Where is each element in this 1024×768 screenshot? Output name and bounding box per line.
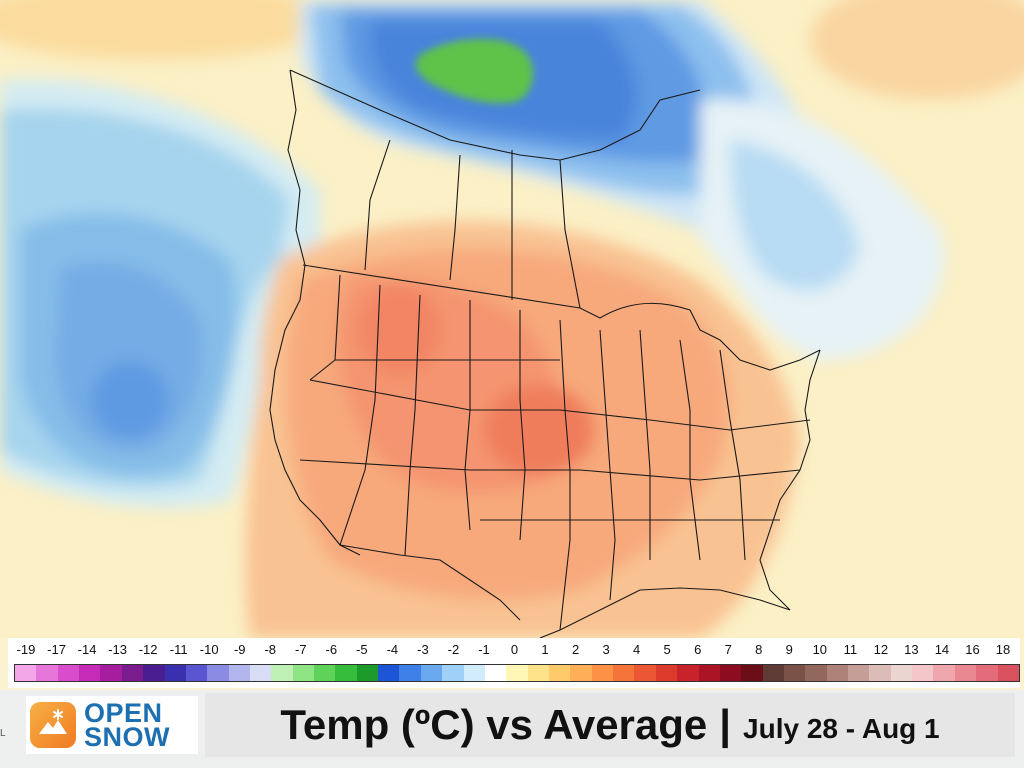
legend-color-swatch: [869, 665, 891, 681]
legend-color-swatch: [207, 665, 229, 681]
legend-color-swatch: [442, 665, 464, 681]
legend-tick-label: 18: [995, 642, 1011, 657]
legend-tick-labels: -19 -17 -14 -13 -12 -11 -10 -9 -8 -7 -6 -5 -4 -3 -2 -1 0…: [8, 642, 1020, 662]
legend-tick-label: 5: [663, 642, 671, 657]
legend-tick-label: -5: [356, 642, 368, 657]
legend-tick-label: -19: [16, 642, 36, 657]
legend-color-swatch: [677, 665, 699, 681]
legend-color-swatch: [848, 665, 870, 681]
date-range: July 28 - Aug 1: [743, 713, 940, 744]
legend-color-swatch: [954, 665, 977, 681]
legend-tick-label: 4: [633, 642, 641, 657]
legend-color-swatch: [164, 665, 186, 681]
legend-color-swatch: [634, 665, 656, 681]
brand-wordmark: OPEN SNOW: [84, 698, 170, 752]
legend-color-swatch: [15, 665, 37, 681]
legend-color-swatch: [506, 665, 528, 681]
legend-color-swatch: [249, 665, 272, 681]
boundary-lines: [269, 69, 821, 638]
legend-tick-label: -2: [447, 642, 460, 657]
legend-color-swatch: [484, 665, 507, 681]
legend-tick-label: 0: [510, 642, 519, 657]
legend-tick-label: -3: [417, 642, 429, 657]
legend-tick-label: 12: [873, 642, 889, 657]
legend-color-swatch: [698, 665, 720, 681]
legend-color-swatch: [100, 665, 122, 681]
legend-tick-label: -7: [295, 642, 307, 657]
brand-line-1: OPEN: [84, 698, 163, 728]
legend-tick-label: -13: [108, 642, 127, 657]
title-separator: |: [719, 701, 732, 748]
legend-tick-label: 14: [934, 642, 950, 657]
legend-color-swatch: [997, 665, 1019, 681]
legend-color-swatch: [79, 665, 101, 681]
legend-color-swatch: [143, 665, 165, 681]
footer-bar: L OPEN SNOW Temp (ºC) vs Average | July …: [0, 690, 1024, 768]
legend-tick-label: -12: [138, 642, 158, 657]
legend-tick-label: 16: [965, 642, 980, 657]
snowflake-mountain-icon: [30, 702, 76, 748]
opensnow-logo: OPEN SNOW: [26, 696, 198, 754]
legend-tick-label: 9: [785, 642, 793, 657]
legend-color-swatch: [762, 665, 784, 681]
legend-tick-label: 13: [904, 642, 919, 657]
legend-tick-label: 1: [541, 642, 549, 657]
legend-color-swatch: [591, 665, 614, 681]
edge-letter: L: [0, 728, 6, 739]
legend-color-swatch: [292, 665, 315, 681]
legend-color-swatch: [613, 665, 635, 681]
legend-tick-label: 2: [571, 642, 580, 657]
legend-color-swatch: [57, 665, 80, 681]
legend-color-swatch: [271, 665, 293, 681]
legend-color-swatch: [933, 665, 955, 681]
legend-tick-label: 10: [812, 642, 828, 657]
temperature-anomaly-map: [0, 0, 1024, 638]
legend-color-swatch: [548, 665, 571, 681]
legend-color-swatch: [912, 665, 934, 681]
legend-color-swatch: [463, 665, 485, 681]
legend-tick-label: 7: [724, 642, 732, 657]
legend-color-swatch: [228, 665, 250, 681]
legend-tick-label: 11: [843, 642, 858, 657]
legend-color-swatch: [783, 665, 806, 681]
legend-color-swatch: [36, 665, 58, 681]
brand-line-2: SNOW: [84, 722, 170, 752]
legend-color-swatch: [570, 665, 592, 681]
legend-color-swatch: [527, 665, 549, 681]
coldest-anomaly-region: [415, 38, 534, 104]
legend-color-swatch: [741, 665, 763, 681]
legend-color-swatch: [399, 665, 421, 681]
legend-color-swatch: [805, 665, 827, 681]
legend-tick-label: -6: [325, 642, 338, 657]
legend-color-swatch: [356, 665, 379, 681]
legend-color-swatch: [185, 665, 208, 681]
legend-color-swatch: [378, 665, 400, 681]
legend-color-swatch: [420, 665, 443, 681]
legend-tick-label: 8: [755, 642, 763, 657]
legend-tick-label: -9: [233, 642, 246, 657]
legend-tick-label: -17: [47, 642, 66, 657]
legend-color-swatch: [976, 665, 998, 681]
legend-tick-label: -8: [264, 642, 277, 657]
page-title: Temp (ºC) vs Average: [280, 701, 708, 748]
legend-colorbar: [14, 664, 1020, 682]
legend-panel: -19 -17 -14 -13 -12 -11 -10 -9 -8 -7 -6 -5 -4 -3 -2 -1 0…: [8, 638, 1020, 688]
legend-color-swatch: [655, 665, 678, 681]
legend-tick-label: 6: [694, 642, 702, 657]
legend-tick-label: -10: [199, 642, 219, 657]
legend-tick-label: -4: [386, 642, 399, 657]
legend-color-swatch: [121, 665, 144, 681]
legend-color-swatch: [890, 665, 913, 681]
legend-tick-label: 3: [602, 642, 610, 657]
legend-color-swatch: [314, 665, 336, 681]
legend-tick-label: -1: [478, 642, 490, 657]
legend-color-swatch: [335, 665, 357, 681]
legend-color-swatch: [719, 665, 742, 681]
legend-color-swatch: [826, 665, 849, 681]
caption-banner: Temp (ºC) vs Average | July 28 - Aug 1: [205, 693, 1015, 757]
legend-tick-label: -11: [169, 642, 188, 657]
legend-tick-label: -14: [77, 642, 97, 657]
